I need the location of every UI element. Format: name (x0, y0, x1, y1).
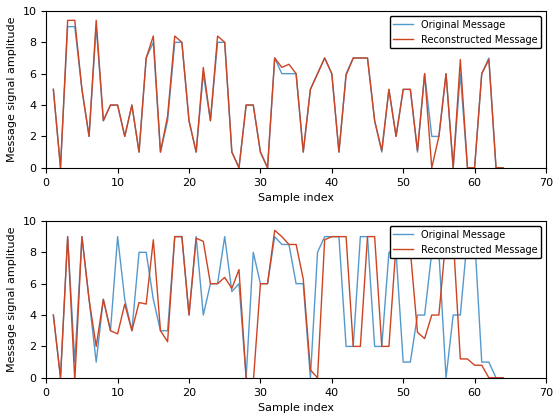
Reconstructed Message (357, 55, 364, 60)
Original Message (57, 165, 64, 170)
Reconstructed Message (250, 102, 256, 108)
Reconstructed Message (122, 134, 128, 139)
Original Message (250, 102, 256, 108)
Reconstructed Message (50, 87, 57, 92)
Line: Original Message: Original Message (53, 236, 503, 378)
Original Message (500, 165, 506, 170)
Reconstructed Message (236, 267, 242, 272)
Original Message (122, 297, 128, 302)
Reconstructed Message (64, 18, 71, 23)
Reconstructed Message (250, 380, 256, 385)
Original Message (357, 55, 364, 60)
Original Message (50, 312, 57, 318)
Line: Original Message: Original Message (53, 26, 503, 168)
Original Message (286, 242, 292, 247)
Y-axis label: Message signal amplitude: Message signal amplitude (7, 227, 17, 372)
Reconstructed Message (500, 165, 506, 170)
X-axis label: Sample index: Sample index (258, 193, 334, 203)
Original Message (286, 71, 292, 76)
Reconstructed Message (314, 375, 321, 380)
Original Message (500, 375, 506, 380)
Reconstructed Message (286, 242, 292, 247)
Reconstructed Message (350, 55, 357, 60)
Original Message (57, 375, 64, 380)
Original Message (250, 250, 256, 255)
Line: Reconstructed Message: Reconstructed Message (53, 20, 503, 168)
Original Message (314, 250, 321, 255)
Original Message (122, 134, 128, 139)
Y-axis label: Message signal amplitude: Message signal amplitude (7, 17, 17, 162)
Legend: Original Message, Reconstructed Message: Original Message, Reconstructed Message (390, 16, 541, 48)
Reconstructed Message (314, 71, 321, 76)
Reconstructed Message (50, 312, 57, 318)
Reconstructed Message (57, 165, 64, 170)
Original Message (357, 234, 364, 239)
Legend: Original Message, Reconstructed Message: Original Message, Reconstructed Message (390, 226, 541, 258)
X-axis label: Sample index: Sample index (258, 403, 334, 413)
Original Message (314, 71, 321, 76)
Reconstructed Message (272, 228, 278, 233)
Original Message (350, 344, 357, 349)
Reconstructed Message (107, 328, 114, 333)
Reconstructed Message (357, 344, 364, 349)
Reconstructed Message (286, 62, 292, 67)
Original Message (50, 87, 57, 92)
Reconstructed Message (350, 344, 357, 349)
Line: Reconstructed Message: Reconstructed Message (53, 230, 503, 383)
Reconstructed Message (500, 375, 506, 380)
Original Message (64, 234, 71, 239)
Original Message (350, 55, 357, 60)
Original Message (64, 24, 71, 29)
